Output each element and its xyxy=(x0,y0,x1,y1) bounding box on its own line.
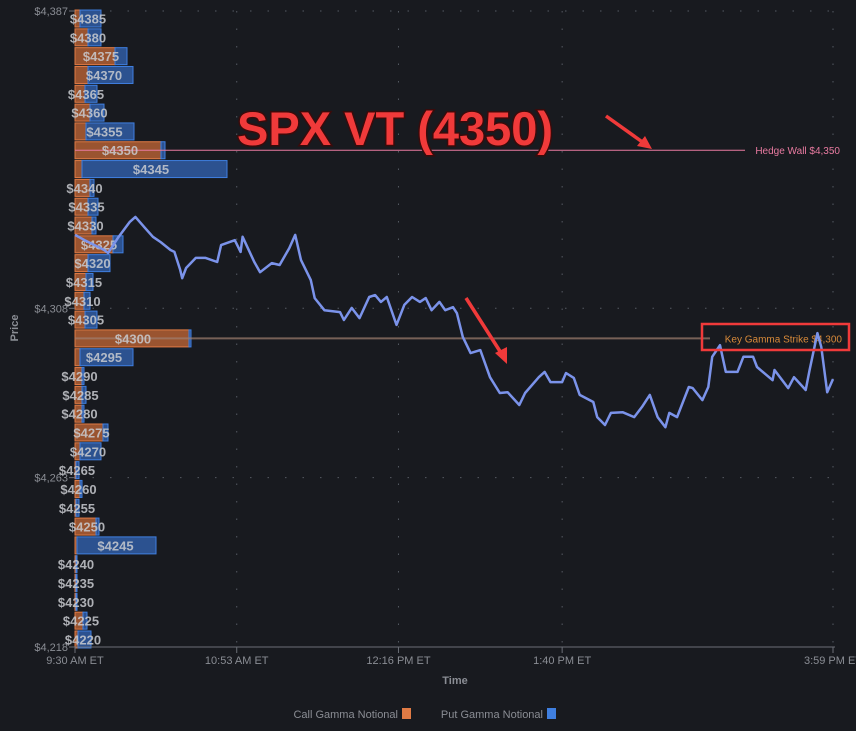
key-gamma-strike-highlight-box xyxy=(700,322,851,352)
x-axis-label: Time xyxy=(442,675,467,687)
strike-label: $4220 xyxy=(65,632,101,647)
y-axis-label: Price xyxy=(9,315,21,342)
x-tick-label: 10:53 AM ET xyxy=(205,655,269,667)
strike-label: $4380 xyxy=(70,30,106,45)
put-gamma-bar xyxy=(102,423,109,442)
put-gamma-bar xyxy=(85,272,94,291)
put-gamma-bar xyxy=(79,9,102,28)
put-gamma-bar xyxy=(79,479,83,498)
strike-label: $4350 xyxy=(102,143,138,158)
strike-labels: $4385 $4380 $4375 $4370 $4365 $4360 $4355 $4350… xyxy=(58,12,169,648)
strike-label: $4355 xyxy=(86,124,122,139)
put-gamma-bar xyxy=(79,348,134,367)
strike-label: $4340 xyxy=(66,181,102,196)
put-gamma-bar xyxy=(85,122,135,141)
strike-label: $4270 xyxy=(70,444,106,459)
y-tick-label: $4,387 xyxy=(34,6,68,18)
arrowhead-icon xyxy=(637,136,652,149)
strike-label: $4275 xyxy=(73,425,109,440)
strike-label: $4240 xyxy=(58,557,94,572)
put-gamma-bar xyxy=(91,216,97,235)
price-series-line xyxy=(74,215,835,429)
strike-label: $4325 xyxy=(81,237,117,252)
grid xyxy=(75,10,834,648)
y-tick-label: $4,308 xyxy=(34,303,68,315)
strike-label: $4255 xyxy=(59,501,95,516)
hedge-wall-label: Hedge Wall $4,350 xyxy=(755,146,840,157)
strike-label: $4385 xyxy=(70,12,106,27)
put-gamma-bar xyxy=(84,310,98,329)
put-gamma-bar xyxy=(75,498,80,517)
put-gamma-bar xyxy=(84,84,98,103)
x-tick-label: 3:59 PM ET xyxy=(804,655,856,667)
x-tick-label: 12:16 PM ET xyxy=(366,655,430,667)
strike-label: $4250 xyxy=(69,520,105,535)
put-gamma-bar xyxy=(89,103,105,122)
y-tick-label: $4,263 xyxy=(34,473,68,485)
strike-label: $4370 xyxy=(86,68,122,83)
reference-lines: Hedge Wall $4,350 Key Gamma Strike $4,30… xyxy=(75,146,842,345)
put-gamma-bar xyxy=(81,385,87,404)
put-gamma-bar xyxy=(75,574,78,593)
arrow-price-drop xyxy=(464,297,505,357)
strike-label: $4330 xyxy=(67,219,103,234)
strike-label: $4365 xyxy=(68,87,104,102)
put-gamma-bar xyxy=(87,197,99,216)
strike-label: $4225 xyxy=(63,614,99,629)
put-gamma-bar xyxy=(75,461,80,480)
put-gamma-bar xyxy=(87,254,111,273)
strike-label: $4230 xyxy=(58,595,94,610)
strike-label: $4245 xyxy=(97,538,133,553)
call-gamma-bar xyxy=(74,160,83,179)
put-gamma-bar xyxy=(76,536,157,555)
y-tick-label: $4,218 xyxy=(34,642,68,654)
strike-label: $4280 xyxy=(61,407,97,422)
strike-label: $4320 xyxy=(74,256,110,271)
put-gamma-bar xyxy=(75,592,78,611)
strike-label: $4315 xyxy=(66,275,102,290)
call-gamma-bar xyxy=(74,122,87,141)
strike-label: $4375 xyxy=(83,49,119,64)
strike-label: $4235 xyxy=(58,576,94,591)
strike-label: $4260 xyxy=(60,482,96,497)
gamma-bars xyxy=(74,9,228,649)
strike-label: $4285 xyxy=(62,388,98,403)
put-gamma-bar xyxy=(87,65,134,84)
put-gamma-bar xyxy=(114,47,128,66)
strike-label: $4345 xyxy=(133,162,169,177)
headline-annotation: SPX VT (4350) xyxy=(237,102,553,155)
strike-label: $4290 xyxy=(61,369,97,384)
strike-label: $4360 xyxy=(71,106,107,121)
arrowhead-icon xyxy=(495,347,507,364)
key-gamma-strike-label: Key Gamma Strike $4,300 xyxy=(725,334,843,345)
legend-call-label[interactable]: Call Gamma Notional xyxy=(293,709,398,721)
legend-call-swatch xyxy=(402,708,411,719)
put-gamma-bar xyxy=(95,517,100,536)
annotations: SPX VT (4350) xyxy=(236,101,851,364)
strike-label: $4300 xyxy=(115,331,151,346)
put-gamma-bar xyxy=(77,630,92,649)
legend: Call Gamma Notional Put Gamma Notional xyxy=(293,708,556,721)
put-gamma-bar xyxy=(89,178,95,197)
x-tick-label: 1:40 PM ET xyxy=(533,655,591,667)
put-gamma-bar xyxy=(87,28,102,47)
call-gamma-bar xyxy=(74,348,81,367)
put-gamma-bar xyxy=(75,555,78,574)
x-tick-label: 9:30 AM ET xyxy=(46,655,104,667)
put-gamma-bar xyxy=(83,291,91,310)
legend-put-swatch xyxy=(547,708,556,719)
put-gamma-bar xyxy=(81,160,228,179)
strike-label: $4305 xyxy=(68,313,104,328)
put-gamma-bar xyxy=(81,367,85,386)
put-gamma-bar xyxy=(81,404,85,423)
strike-label: $4295 xyxy=(86,350,122,365)
strike-label: $4265 xyxy=(59,463,95,478)
strike-label: $4310 xyxy=(64,294,100,309)
put-gamma-bar xyxy=(79,442,102,461)
legend-put-label[interactable]: Put Gamma Notional xyxy=(441,709,543,721)
strike-label: $4335 xyxy=(68,200,104,215)
put-gamma-bar xyxy=(82,611,88,630)
